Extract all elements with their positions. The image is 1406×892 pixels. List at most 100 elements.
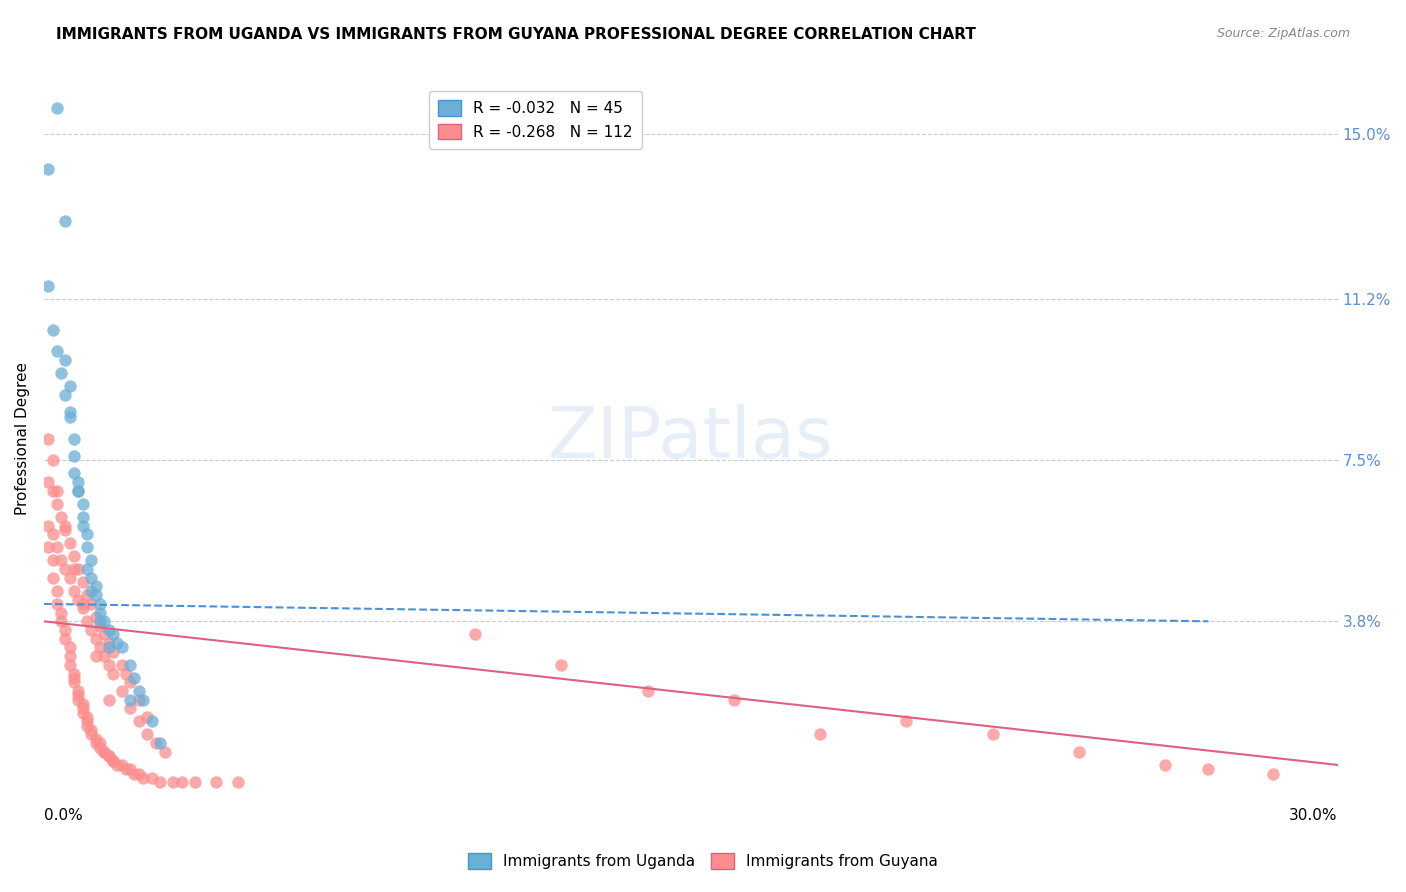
Text: Source: ZipAtlas.com: Source: ZipAtlas.com (1216, 27, 1350, 40)
Point (45, 344, 67, 359)
Point (55, 214, 77, 228)
Text: 0.0%: 0.0% (44, 808, 83, 823)
Point (76, 541, 98, 555)
Point (59, 405, 82, 419)
Point (37, 161, 59, 176)
Point (149, 775, 172, 789)
Point (41, 527, 63, 541)
Point (149, 736, 172, 750)
Point (80, 597, 103, 611)
Point (41, 553, 63, 567)
Point (63, 562, 86, 576)
Point (59, 409, 82, 424)
Point (63, 449, 86, 463)
Point (101, 666, 124, 681)
Point (49, 553, 72, 567)
Point (72, 697, 94, 711)
Point (136, 710, 159, 724)
Point (72, 518, 94, 533)
Point (97, 640, 120, 655)
Point (63, 583, 86, 598)
Point (63, 549, 86, 563)
Point (63, 467, 86, 481)
Point (1067, 745, 1090, 759)
Point (41, 453, 63, 467)
Point (226, 775, 249, 789)
Point (55, 388, 77, 402)
Point (55, 632, 77, 646)
Point (76, 588, 98, 602)
Point (59, 536, 82, 550)
Point (723, 692, 745, 706)
Point (84, 736, 107, 750)
Point (132, 771, 155, 785)
Point (67, 483, 90, 498)
Point (41, 323, 63, 337)
Point (1261, 766, 1284, 780)
Point (89, 740, 111, 755)
Point (80, 583, 103, 598)
Point (120, 692, 142, 706)
Point (97, 749, 120, 764)
Point (184, 775, 207, 789)
Point (132, 692, 155, 706)
Point (89, 597, 111, 611)
Point (89, 736, 111, 750)
Point (101, 754, 124, 768)
Point (120, 762, 142, 776)
Point (49, 509, 72, 524)
Point (37, 279, 59, 293)
Point (1154, 758, 1177, 772)
Point (84, 649, 107, 664)
Point (128, 766, 150, 780)
Point (89, 615, 111, 629)
Point (84, 731, 107, 746)
Point (67, 483, 90, 498)
Point (45, 497, 67, 511)
Point (63, 432, 86, 446)
Point (550, 657, 572, 672)
Point (55, 518, 77, 533)
Point (59, 657, 82, 672)
Point (80, 723, 103, 738)
Point (120, 675, 142, 690)
Point (84, 610, 107, 624)
Point (76, 710, 98, 724)
Point (105, 758, 128, 772)
Point (67, 688, 90, 702)
Point (120, 657, 142, 672)
Point (55, 353, 77, 368)
Point (93, 745, 115, 759)
Point (97, 692, 120, 706)
Point (136, 727, 159, 741)
Point (76, 719, 98, 733)
Point (76, 615, 98, 629)
Point (93, 745, 115, 759)
Point (45, 541, 67, 555)
Point (124, 671, 146, 685)
Point (59, 649, 82, 664)
Point (72, 706, 94, 720)
Point (205, 775, 228, 789)
Point (141, 714, 163, 729)
Point (114, 762, 136, 776)
Point (55, 623, 77, 637)
Point (153, 745, 176, 759)
Point (97, 749, 120, 764)
Point (45, 597, 67, 611)
Point (63, 671, 86, 685)
Point (76, 562, 98, 576)
Point (110, 684, 132, 698)
Y-axis label: Professional Degree: Professional Degree (15, 362, 30, 515)
Point (72, 597, 94, 611)
Point (49, 606, 72, 620)
Point (80, 553, 103, 567)
Point (37, 518, 59, 533)
Point (101, 754, 124, 768)
Point (72, 497, 94, 511)
Point (110, 657, 132, 672)
Point (101, 645, 124, 659)
Point (72, 575, 94, 590)
Text: ZIPatlas: ZIPatlas (548, 404, 834, 473)
Point (93, 649, 115, 664)
